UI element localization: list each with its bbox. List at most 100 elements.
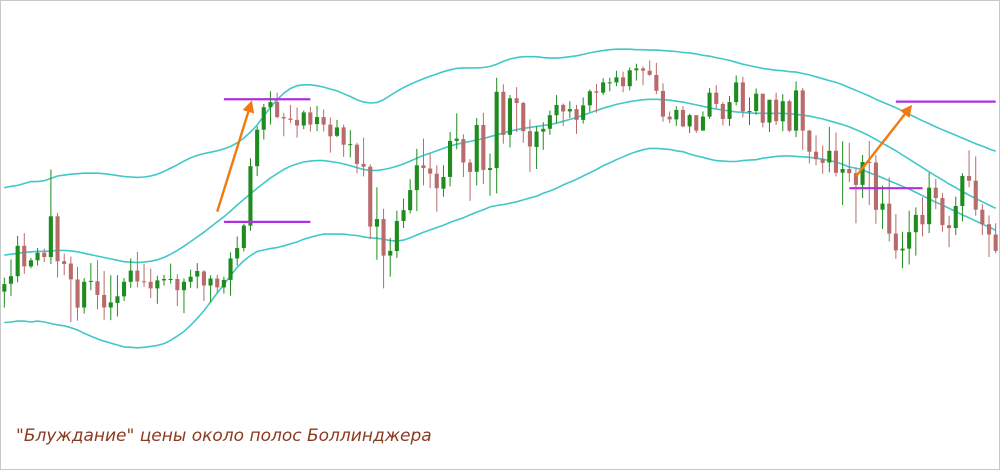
candle-body <box>308 112 313 125</box>
candle <box>607 77 612 92</box>
candle <box>394 210 399 258</box>
candle <box>95 260 100 310</box>
candle-body <box>867 162 872 163</box>
candle <box>780 94 785 132</box>
candle <box>315 105 320 132</box>
candle-body <box>993 234 998 251</box>
candle-body <box>394 221 399 251</box>
candle <box>208 275 213 303</box>
candle-body <box>468 162 473 172</box>
candle <box>308 106 313 132</box>
candle-body <box>441 177 446 189</box>
candle-body <box>248 166 253 226</box>
candle <box>714 85 719 109</box>
candle-body <box>421 165 426 169</box>
candle-body <box>255 129 260 167</box>
candle-body <box>135 270 140 282</box>
candle-body <box>434 173 439 189</box>
candle-body <box>727 102 732 119</box>
candle-body <box>488 168 493 170</box>
candle-body <box>787 101 792 131</box>
candle <box>161 274 166 286</box>
candle <box>833 132 838 177</box>
candle-body <box>374 219 379 227</box>
candle <box>2 277 7 308</box>
candle <box>960 173 965 222</box>
candle <box>907 210 912 265</box>
candle <box>8 259 13 296</box>
candle <box>42 248 47 263</box>
candle <box>68 256 73 323</box>
chart-caption: "Блуждание" цены около полос Боллинджера <box>16 426 432 446</box>
candle-body <box>774 99 779 122</box>
candle <box>441 165 446 197</box>
candle <box>767 99 772 133</box>
candle-body <box>747 111 752 112</box>
candle-body <box>115 296 120 303</box>
candle <box>28 257 33 269</box>
candle <box>913 207 918 256</box>
candle-body <box>853 173 858 185</box>
candle-body <box>754 93 759 111</box>
candle <box>527 119 532 172</box>
candle <box>82 278 87 314</box>
candle <box>747 97 752 126</box>
candle-body <box>142 281 147 283</box>
candle-body <box>900 248 905 251</box>
candle-body <box>334 127 339 136</box>
candle <box>680 106 685 128</box>
candle <box>860 154 865 199</box>
candle <box>188 269 193 288</box>
candle-body <box>873 162 878 210</box>
candle-body <box>454 138 459 141</box>
candle-body <box>414 165 419 191</box>
candle-body <box>680 110 685 127</box>
candle-body <box>301 112 306 126</box>
candle <box>388 237 393 277</box>
candle-body <box>880 203 885 210</box>
candle <box>947 215 952 248</box>
candle <box>361 137 366 177</box>
candle-body <box>767 99 772 123</box>
candle-body <box>494 91 499 169</box>
candle <box>75 266 80 321</box>
candle-body <box>235 248 240 259</box>
candle-body <box>354 144 359 164</box>
candle-body <box>987 224 992 235</box>
candle <box>354 142 359 174</box>
candle-body <box>814 151 819 160</box>
candle <box>634 63 639 81</box>
candle <box>62 253 67 276</box>
candle <box>740 76 745 118</box>
candle <box>328 117 333 153</box>
candle-body <box>501 91 506 135</box>
candle-body <box>601 82 606 93</box>
candle-body <box>195 271 200 277</box>
candle <box>248 158 253 231</box>
candle <box>940 192 945 232</box>
candle <box>481 112 486 184</box>
candle <box>927 172 932 234</box>
candle <box>794 81 799 138</box>
candle-body <box>22 245 27 267</box>
candle <box>35 248 40 266</box>
candle-body <box>208 278 213 286</box>
candle <box>507 95 512 148</box>
candle <box>561 103 566 126</box>
candle <box>48 169 53 265</box>
candle <box>401 198 406 228</box>
candle-body <box>554 104 559 116</box>
candle-body <box>481 125 486 170</box>
candle <box>128 258 133 288</box>
candle <box>381 208 386 289</box>
candle-body <box>860 162 865 185</box>
candle-body <box>514 98 519 103</box>
candle <box>102 271 107 320</box>
candle-body <box>108 302 113 308</box>
candle <box>967 150 972 188</box>
candle-body <box>760 93 765 123</box>
candle-body <box>967 176 972 181</box>
candle-body <box>887 203 892 234</box>
candle-body <box>920 214 925 225</box>
